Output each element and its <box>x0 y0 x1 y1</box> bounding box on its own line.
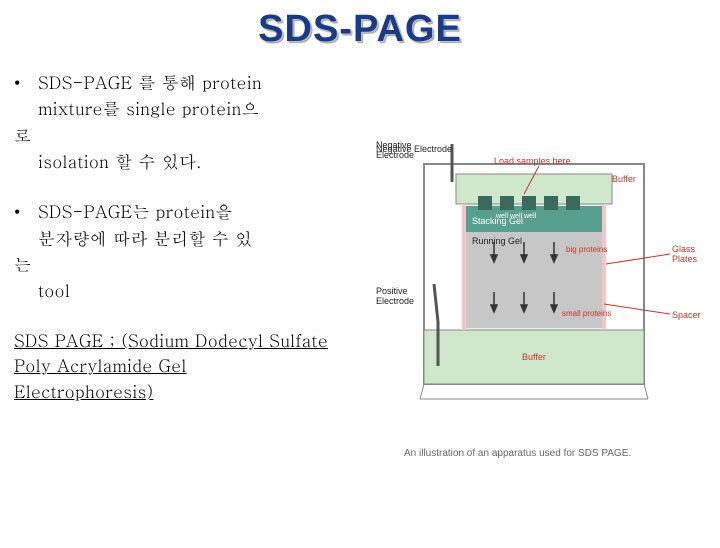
bullet-2-line3: tool <box>38 277 374 303</box>
apparatus-diagram: Negative Electrode PositiveElectrode Loa… <box>374 109 704 439</box>
bullet-1-hang: 로 <box>14 122 374 148</box>
bullet-2-line1: SDS-PAGE는 protein을 <box>38 198 374 224</box>
text-column: • SDS-PAGE 를 통해 protein mixture를 single … <box>14 69 374 461</box>
bullet-1-line1: SDS-PAGE 를 통해 protein <box>38 69 374 95</box>
label-neg-electrode-full: NegativeElectrode <box>376 140 414 160</box>
label-load-samples: Load samples here <box>494 156 571 166</box>
bullet-2: • SDS-PAGE는 protein을 분자량에 따라 분리할 수 있 는 t… <box>14 198 374 303</box>
diagram-column: Negative Electrode PositiveElectrode Loa… <box>374 109 706 461</box>
bullet-1: • SDS-PAGE 를 통해 protein mixture를 single … <box>14 69 374 174</box>
definition-l3: Electrophoresis) <box>14 379 374 405</box>
definition-l2: Poly Acrylamide Gel <box>14 353 374 379</box>
diagram-caption: An illustration of an apparatus used for… <box>404 448 684 461</box>
bullet-1-line3: isolation 할 수 있다. <box>38 148 374 174</box>
content-area: • SDS-PAGE 를 통해 protein mixture를 single … <box>0 69 720 461</box>
bullet-2-hang: 는 <box>14 251 374 277</box>
label-buffer-top: Buffer <box>612 174 636 184</box>
definition: SDS PAGE ; (Sodium Dodecyl Sulfate Poly … <box>14 328 374 405</box>
label-small-proteins: small proteins <box>562 309 611 318</box>
page-title: SDS-PAGE <box>0 8 720 51</box>
label-buffer-bot: Buffer <box>522 352 546 362</box>
label-running-gel: Running Gel <box>472 236 522 246</box>
definition-l1: SDS PAGE ; (Sodium Dodecyl Sulfate <box>14 328 374 354</box>
bullet-mark: • <box>14 198 38 224</box>
label-glass-plates: GlassPlates <box>672 244 698 264</box>
label-pos-electrode: PositiveElectrode <box>376 286 414 306</box>
label-big-proteins: big proteins <box>566 245 607 254</box>
bullet-mark: • <box>14 69 38 95</box>
label-spacer: Spacer <box>672 310 701 320</box>
bullet-2-line2: 분자량에 따라 분리할 수 있 <box>38 225 374 251</box>
bullet-1-line2: mixture를 single protein으 <box>38 95 374 121</box>
label-wells: well well well <box>495 213 537 220</box>
